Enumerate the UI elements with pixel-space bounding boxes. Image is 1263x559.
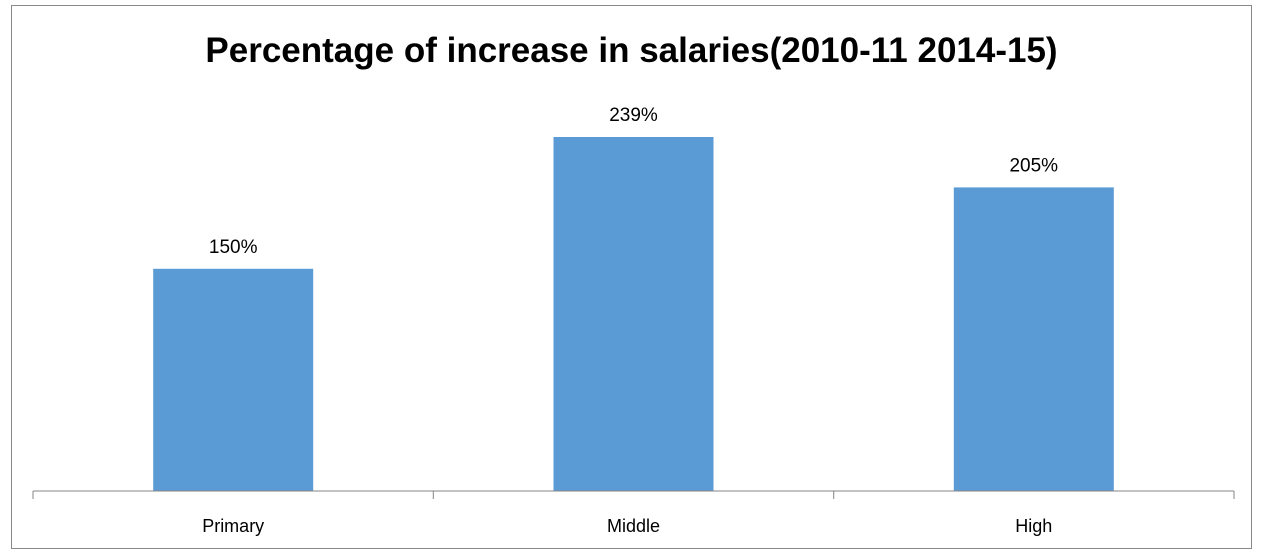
chart-title: Percentage of increase in salaries(2010-… — [205, 31, 1058, 70]
bar-middle — [553, 137, 714, 491]
x-tick-label-middle: Middle — [607, 516, 660, 536]
x-tick-label-primary: Primary — [202, 516, 264, 536]
data-label-high: 205% — [1009, 155, 1058, 176]
data-label-middle: 239% — [609, 105, 658, 126]
x-tick-label-high: High — [1015, 516, 1052, 536]
bar-primary — [153, 268, 314, 491]
bar-high — [953, 187, 1114, 491]
data-label-primary: 150% — [209, 237, 258, 258]
